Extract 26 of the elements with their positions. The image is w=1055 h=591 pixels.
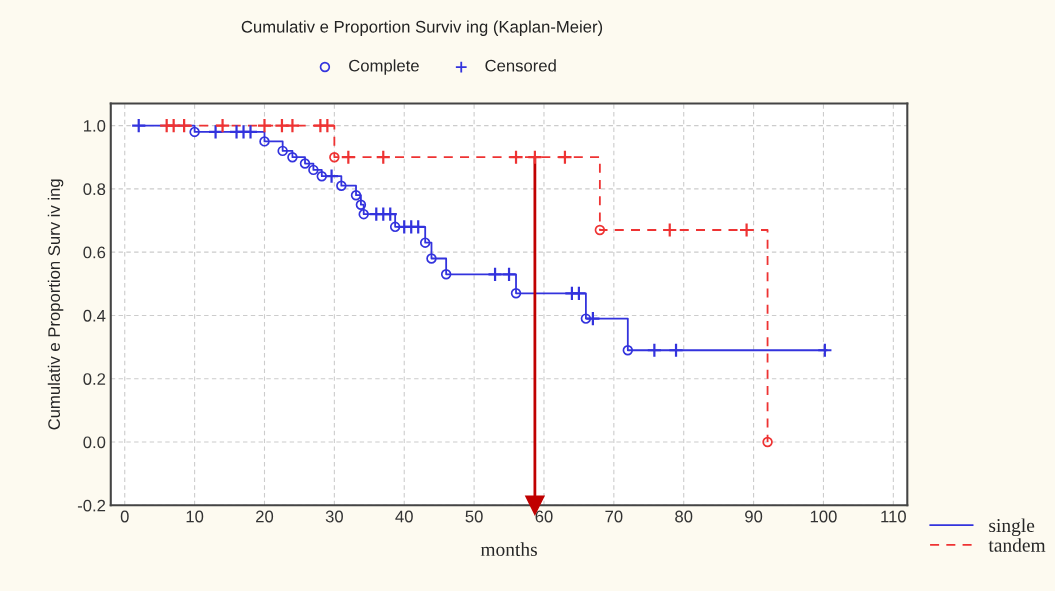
x-tick-label: 30: [325, 510, 343, 523]
y-axis-title: Cumulativ e Proportion Surv iv ing: [47, 179, 64, 430]
x-tick-label: 90: [745, 510, 763, 523]
x-tick-label: 60: [535, 510, 553, 523]
chart-title: Cumulativ e Proportion Surviv ing (Kaplan-Meier): [241, 20, 603, 36]
x-tick-label: 80: [675, 510, 693, 523]
x-tick-label: 10: [186, 510, 204, 523]
y-tick-label: 0.6: [83, 246, 106, 259]
legend-label: single: [989, 518, 1035, 537]
y-tick-label: 0.0: [83, 436, 106, 449]
y-tick-label: 1.0: [84, 119, 106, 132]
x-tick-label: 110: [881, 510, 906, 523]
x-tick-label: 100: [810, 510, 837, 523]
x-tick-label: 50: [465, 510, 483, 523]
y-tick-label: -0.2: [77, 499, 106, 512]
y-tick-label: 0.4: [83, 309, 106, 322]
y-tick-label: 0.8: [83, 183, 106, 196]
y-tick-label: 0.2: [83, 373, 106, 385]
x-tick-label: 0: [120, 510, 129, 523]
x-axis-title: months: [480, 542, 537, 557]
x-tick-label: 70: [605, 510, 623, 523]
legend-label: Complete: [349, 59, 419, 75]
legend-label: Censored: [485, 59, 556, 72]
x-tick-label: 20: [256, 510, 274, 523]
x-tick-label: 40: [395, 510, 413, 523]
legend-label: tandem: [988, 538, 1046, 552]
